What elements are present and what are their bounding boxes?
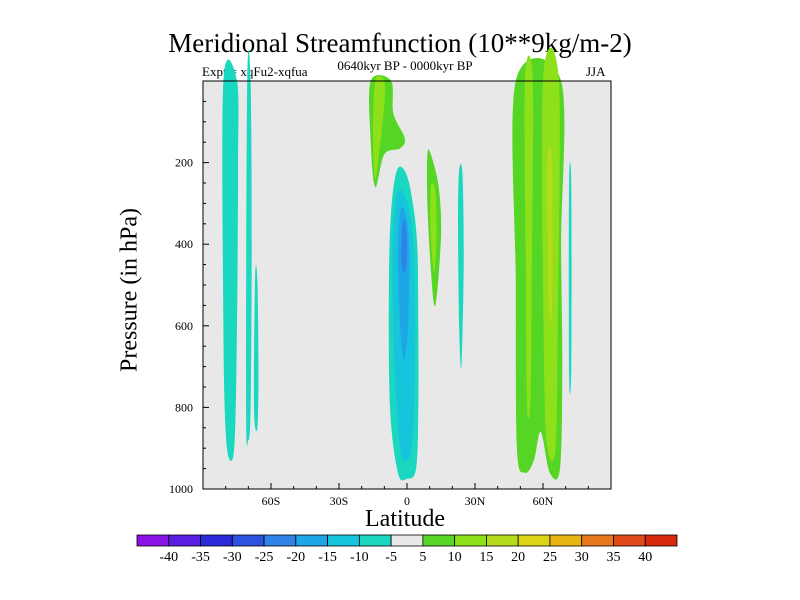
colorbar-box-7: [358, 534, 392, 547]
x-tick-label-60S: 60S: [262, 494, 281, 508]
colorbar-label--35: -35: [191, 550, 210, 565]
colorbar-box-11: [486, 534, 519, 547]
contour-region-nh-polar-neg: [568, 161, 572, 395]
colorbar-label-25: 25: [543, 550, 557, 565]
contour-region-nh-mid-lat-pos-core: [547, 144, 553, 324]
colorbar-box-0: [136, 534, 170, 547]
colorbar-box-9: [422, 534, 456, 547]
contour-region-south-upper-pos-inner: [373, 75, 386, 179]
colorbar-box-1: [168, 534, 201, 547]
y-tick-label-200: 200: [175, 156, 193, 170]
x-tick-label-30S: 30S: [330, 494, 349, 508]
x-tick-label-0: 0: [404, 494, 410, 508]
contour-region-sh-high-lat-neg-main: [222, 59, 239, 461]
colorbar-box-4: [263, 534, 297, 547]
colorbar-box-15: [613, 534, 646, 547]
colorbar-box-5: [295, 534, 328, 547]
contour-region-equatorial-neg-core: [401, 219, 408, 273]
colorbar-label-20: 20: [511, 550, 525, 565]
colorbar-label-15: 15: [479, 550, 493, 565]
contour-region-nh-subtropic-pos-inner: [430, 182, 437, 273]
x-tick-label-60N: 60N: [533, 494, 554, 508]
colorbar-box-3: [231, 534, 265, 547]
contour-region-sh-high-lat-neg-small: [253, 264, 259, 432]
colorbar-label--20: -20: [286, 550, 305, 565]
time-range-label: 0640kyr BP - 0000kyr BP: [337, 58, 473, 73]
colorbar-label-30: 30: [575, 550, 589, 565]
contour-region-sh-high-lat-neg-strip: [246, 49, 252, 447]
colorbar-box-10: [454, 534, 487, 547]
colorbar-box-13: [549, 534, 583, 547]
colorbar-label--15: -15: [318, 550, 337, 565]
colorbar-box-14: [581, 534, 614, 547]
colorbar-label--30: -30: [223, 550, 242, 565]
x-axis-label: Latitude: [365, 506, 445, 532]
colorbar-label-35: 35: [606, 550, 620, 565]
colorbar-box-8: [390, 534, 424, 547]
colorbar-label--40: -40: [159, 550, 178, 565]
y-tick-label-600: 600: [175, 319, 193, 333]
y-tick-label-800: 800: [175, 400, 193, 414]
colorbar-box-2: [200, 534, 233, 547]
y-tick-label-400: 400: [175, 237, 193, 251]
contour-region-nh-mid-lat-pos-inner-1: [524, 55, 534, 419]
y-tick-label-1000: 1000: [169, 482, 193, 496]
colorbar-label--10: -10: [350, 550, 369, 565]
colorbar-label-5: 5: [419, 550, 426, 565]
colorbar-box-6: [327, 534, 360, 547]
colorbar-box-16: [644, 534, 678, 547]
colorbar-label--5: -5: [385, 550, 397, 565]
x-tick-label-30N: 30N: [465, 494, 486, 508]
colorbar-label--25: -25: [255, 550, 274, 565]
season-label: JJA: [586, 64, 606, 79]
colorbar-label-10: 10: [448, 550, 462, 565]
colorbar-box-12: [517, 534, 551, 547]
colorbar-label-40: 40: [638, 550, 652, 565]
contour-region-nh-neg-strip: [458, 163, 464, 369]
